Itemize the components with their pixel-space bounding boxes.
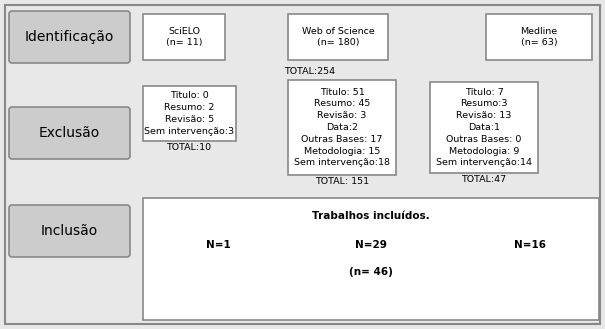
FancyBboxPatch shape — [288, 80, 396, 175]
Text: Medline
(n= 63): Medline (n= 63) — [520, 27, 558, 47]
FancyBboxPatch shape — [486, 14, 592, 60]
FancyBboxPatch shape — [143, 86, 236, 141]
Text: Web of Science
(n= 180): Web of Science (n= 180) — [302, 27, 374, 47]
Text: SciELO
(n= 11): SciELO (n= 11) — [166, 27, 202, 47]
Text: Título: 7
Resumo:3
Revisão: 13
Data:1
Outras Bases: 0
Metodologia: 9
Sem interve: Título: 7 Resumo:3 Revisão: 13 Data:1 Ou… — [436, 88, 532, 167]
FancyBboxPatch shape — [9, 11, 130, 63]
FancyBboxPatch shape — [9, 205, 130, 257]
Text: N=29: N=29 — [355, 240, 387, 250]
FancyBboxPatch shape — [288, 14, 388, 60]
Text: N=1: N=1 — [206, 240, 231, 250]
Text: (n= 46): (n= 46) — [349, 267, 393, 277]
Text: TOTAL:254: TOTAL:254 — [284, 67, 336, 77]
Text: Exclusão: Exclusão — [39, 126, 100, 140]
Text: Trabalhos incluídos.: Trabalhos incluídos. — [312, 211, 430, 221]
FancyBboxPatch shape — [143, 14, 225, 60]
FancyBboxPatch shape — [430, 82, 538, 173]
Text: TOTAL: 151: TOTAL: 151 — [315, 178, 369, 187]
FancyBboxPatch shape — [5, 5, 600, 324]
Text: Identificação: Identificação — [25, 30, 114, 44]
FancyBboxPatch shape — [9, 107, 130, 159]
Text: TOTAL:10: TOTAL:10 — [166, 143, 212, 153]
Text: N=16: N=16 — [514, 240, 546, 250]
FancyBboxPatch shape — [143, 198, 599, 320]
Text: Título: 0
Resumo: 2
Revisão: 5
Sem intervenção:3: Título: 0 Resumo: 2 Revisão: 5 Sem inter… — [145, 91, 235, 136]
Text: Inclusão: Inclusão — [41, 224, 98, 238]
Text: Título: 51
Resumo: 45
Revisão: 3
Data:2
Outras Bases: 17
Metodologia: 15
Sem int: Título: 51 Resumo: 45 Revisão: 3 Data:2 … — [294, 88, 390, 167]
Text: TOTAL:47: TOTAL:47 — [462, 175, 506, 185]
